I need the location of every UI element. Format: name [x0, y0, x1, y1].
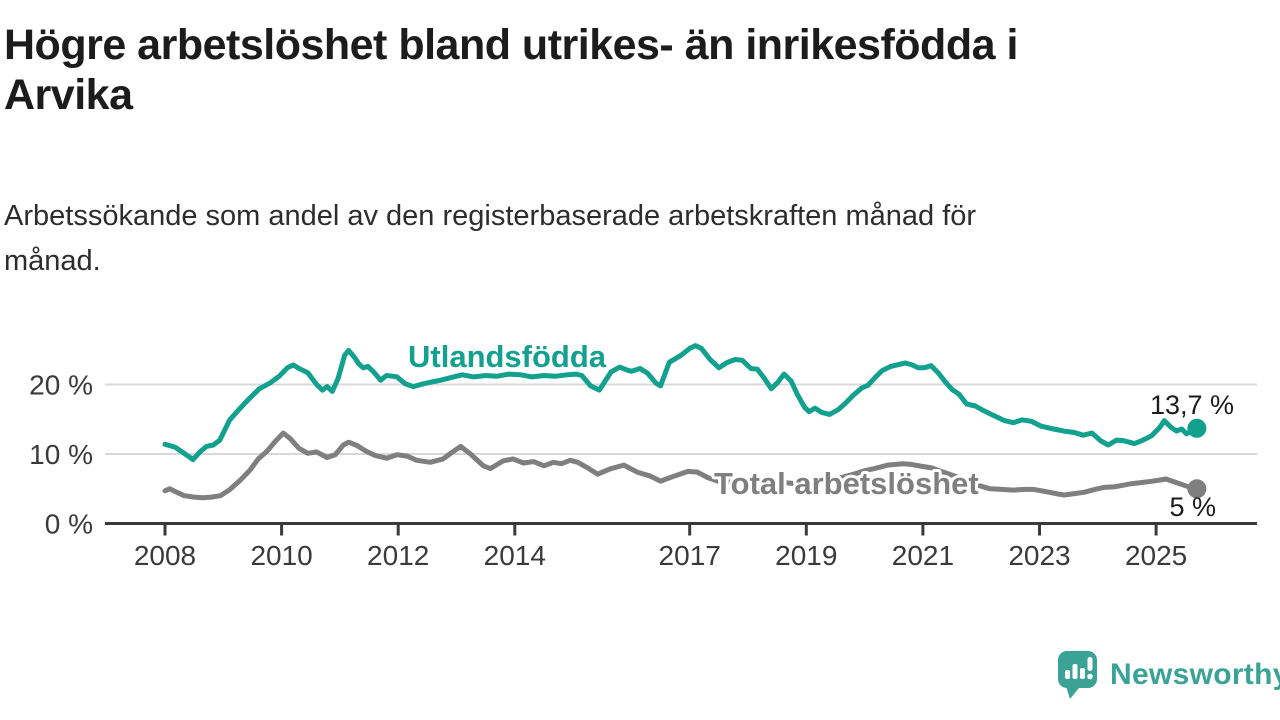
- x-tick-label-2025: 2025: [1125, 540, 1187, 571]
- y-tick-labels: 0 % 10 % 20 %: [29, 370, 93, 540]
- newsworthy-logo-icon: [1058, 651, 1097, 699]
- page-title: Högre arbetslöshet bland utrikes- än inr…: [4, 20, 1018, 120]
- x-tick-label-2012: 2012: [367, 540, 429, 571]
- chart-subtitle-line-1: Arbetssökande som andel av den registerb…: [4, 200, 977, 232]
- x-tick-labels: 2008 2010 2012 2014 2017 2019 2021 2023 2025: [134, 540, 1187, 571]
- gridlines: [105, 383, 1257, 455]
- series-line-0: [162, 343, 1200, 463]
- series-endpoint-0: [1187, 418, 1207, 438]
- x-tick-label-2008: 2008: [134, 540, 196, 571]
- page-title-line-2: Arvika: [4, 71, 133, 119]
- series-lines: [162, 343, 1207, 501]
- series-endpoint-1: [1187, 479, 1207, 499]
- newsworthy-logo-text: Newsworthy: [1110, 658, 1280, 691]
- x-tick-label-2010: 2010: [250, 540, 312, 571]
- x-tick-label-2021: 2021: [892, 540, 954, 571]
- logo-bar-3: [1080, 668, 1085, 679]
- x-tick-label-2014: 2014: [484, 540, 546, 571]
- x-tick-label-2023: 2023: [1008, 540, 1070, 571]
- end-value-label-utlandsfodda: 13,7 %: [1150, 390, 1234, 420]
- chart-subtitle-line-2: månad.: [4, 245, 101, 277]
- x-tick-label-2017: 2017: [659, 540, 721, 571]
- logo-exclamation-dot: [1087, 673, 1093, 680]
- chart-subtitle: Arbetssökande som andel av den registerb…: [4, 194, 976, 284]
- end-value-label-total: 5 %: [1169, 492, 1216, 522]
- logo-exclamation-stem: [1087, 657, 1093, 671]
- series-line-1: [162, 430, 1200, 501]
- series-label-total-arbetsloshet: Total arbetslöshet: [714, 466, 979, 501]
- page-title-line-1: Högre arbetslöshet bland utrikes- än inr…: [4, 21, 1018, 69]
- logo-bar-1: [1065, 670, 1070, 679]
- series-label-utlandsfodda: Utlandsfödda: [408, 339, 607, 374]
- y-tick-label-20: 20 %: [29, 370, 93, 401]
- newsworthy-logo: Newsworthy: [1058, 651, 1280, 699]
- logo-bar-2: [1072, 664, 1078, 679]
- x-axis-line-and-ticks: [105, 522, 1257, 536]
- y-tick-label-10: 10 %: [29, 439, 93, 470]
- x-tick-label-2019: 2019: [775, 540, 837, 571]
- y-tick-label-0: 0 %: [45, 509, 93, 540]
